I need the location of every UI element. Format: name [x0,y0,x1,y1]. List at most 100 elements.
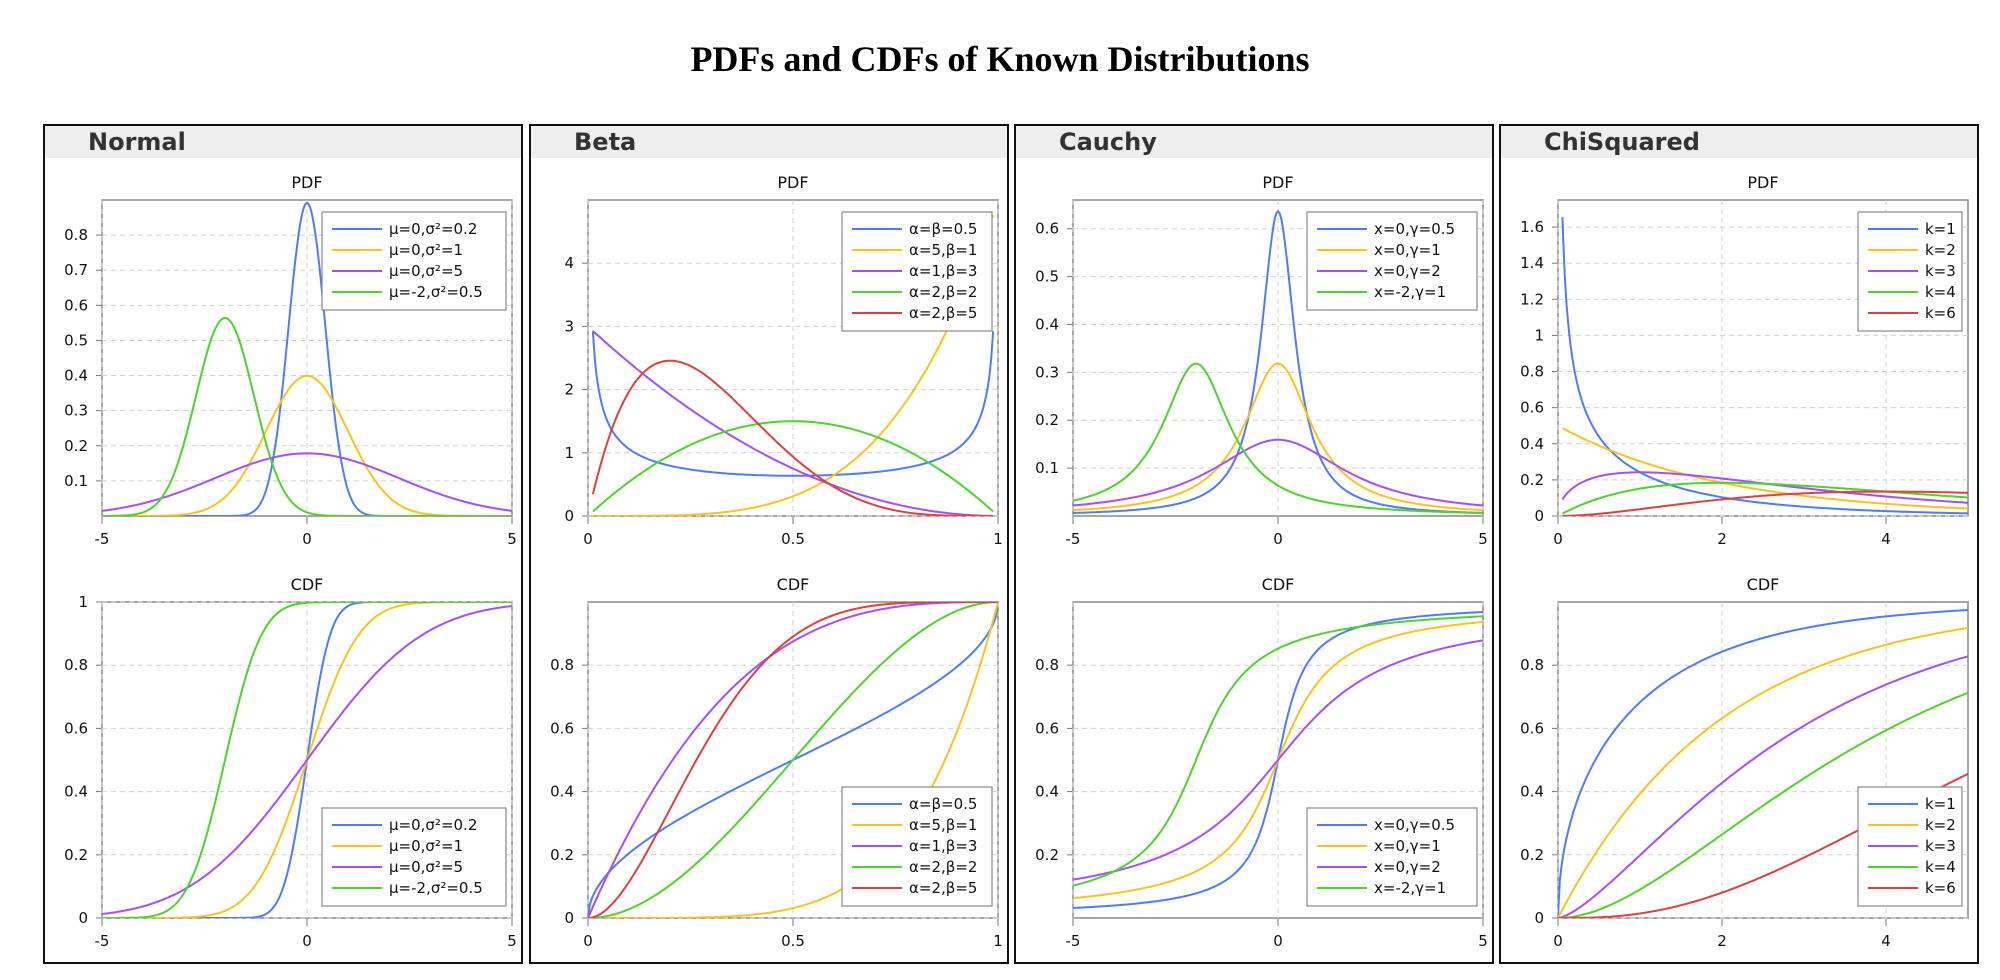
legend-label: x=0,γ=1 [1374,837,1441,855]
y-tick-label: 0.1 [64,472,88,490]
x-tick-label: 0.5 [781,530,805,548]
legend-label: k=1 [1925,220,1956,238]
legend-label: α=1,β=3 [909,837,977,855]
x-tick-label: 0 [1273,530,1283,548]
y-tick-label: 0.6 [64,719,88,737]
legend-label: μ=0,σ²=1 [389,241,463,259]
panel-title: Beta [574,128,636,156]
y-tick-label: 0.4 [1035,783,1059,801]
series-line-2 [1562,427,1968,510]
legend: μ=0,σ²=0.2 μ=0,σ²=1 μ=0,σ²=5 μ=-2,σ²=0.5 [321,211,507,311]
series-line-3 [592,330,994,516]
legend-label: α=1,β=3 [909,262,977,280]
y-tick-label: 0.6 [1520,399,1544,417]
y-tick-label: 0.4 [64,783,88,801]
x-tick-label: 0 [1553,530,1563,548]
x-tick-label: 5 [1478,932,1488,950]
chart-beta-cdf: CDF 0 0.2 0.4 0.6 0.8 0 0.5 1 α=β=0.5 α=5,β=1 α=1,β… [550,575,1003,950]
x-tick-label: -5 [1066,932,1081,950]
y-tick-label: 0.8 [1520,363,1544,381]
y-tick-label: 0.6 [1035,719,1059,737]
y-tick-label: 0.8 [64,226,88,244]
series-line-3 [102,605,512,915]
legend-label: α=β=0.5 [909,795,977,813]
legend: α=β=0.5 α=5,β=1 α=1,β=3 α=2,β=2 α=2,β=5 [841,786,993,907]
y-tick-label: 0.8 [64,656,88,674]
series-line-4 [102,316,512,516]
y-tick-label: 4 [564,254,574,272]
y-tick-label: 0.6 [550,719,574,737]
legend-label: μ=-2,σ²=0.5 [389,879,483,897]
legend-label: x=-2,γ=1 [1374,879,1446,897]
series-line-3 [1073,438,1483,507]
panel-title: ChiSquared [1544,128,1700,156]
y-tick-label: 0.4 [1035,315,1059,333]
y-tick-label: 0.6 [1520,719,1544,737]
legend-label: k=2 [1925,816,1956,834]
x-tick-label: 0 [302,530,312,548]
y-tick-label: 1 [564,444,574,462]
y-tick-label: 0.4 [1520,435,1544,453]
series-line-4 [1562,481,1968,515]
x-tick-label: 5 [507,530,517,548]
legend-label: α=5,β=1 [909,241,977,259]
series-line-4 [1073,615,1483,887]
y-tick-label: 0.2 [1035,846,1059,864]
legend-label: x=0,γ=0.5 [1374,220,1455,238]
series-line-2 [592,214,995,516]
x-tick-label: -5 [95,530,110,548]
series-line-4 [1558,691,1968,918]
y-tick-label: 1 [78,593,88,611]
legend-label: k=4 [1925,283,1956,301]
panel-header [1016,126,1492,158]
series-line-4 [592,420,994,513]
series-line-3 [588,602,998,918]
chart-title: PDF [1747,173,1778,192]
legend-label: α=2,β=5 [909,304,977,322]
legend-label: α=2,β=2 [909,858,977,876]
chart-title: CDF [1747,575,1780,594]
series-line-4 [588,602,998,918]
legend: k=1 k=2 k=3 k=4 k=6 [1857,211,1963,332]
legend-label: x=0,γ=1 [1374,241,1441,259]
y-tick-label: 0.5 [1035,268,1059,286]
x-tick-label: 2 [1717,932,1727,950]
legend-label: α=2,β=5 [909,879,977,897]
legend-label: μ=0,σ²=0.2 [389,220,477,238]
chart-title: PDF [291,173,322,192]
y-tick-label: 0.1 [1035,459,1059,477]
y-tick-label: 0 [1534,909,1544,927]
legend-label: k=2 [1925,241,1956,259]
x-tick-label: 0.5 [781,932,805,950]
y-tick-label: 0.8 [1520,656,1544,674]
y-tick-label: 0.8 [1035,656,1059,674]
x-tick-label: 0 [583,932,593,950]
series-line-1 [102,201,512,516]
y-tick-label: 1.2 [1520,290,1544,308]
panel-header [1501,126,1977,158]
chart-title: CDF [1262,575,1295,594]
legend-label: μ=-2,σ²=0.5 [389,283,483,301]
legend-label: k=4 [1925,858,1956,876]
y-tick-label: 0.6 [1035,220,1059,238]
y-tick-label: 3 [564,317,574,335]
y-tick-label: 1 [1534,326,1544,344]
x-tick-label: 1 [993,530,1003,548]
chart-normal-pdf: PDF 0.1 0.2 0.3 0.4 0.5 0.6 0.7 0.8 -5 0 5 μ=0,σ²=0.… [64,173,517,548]
y-tick-label: 0.8 [550,656,574,674]
y-tick-label: 0.2 [1520,846,1544,864]
y-tick-label: 0.4 [64,367,88,385]
y-tick-label: 1.4 [1520,254,1544,272]
series-line-5 [588,602,998,918]
series-line-4 [102,602,512,918]
chart-title: CDF [777,575,810,594]
panel-title: Normal [88,128,186,156]
page-title: PDFs and CDFs of Known Distributions [690,39,1310,79]
chart-chisquared-cdf: CDF 0 0.2 0.4 0.6 0.8 0 2 4 k=1 k=2 k=3 k=4 k=6 [1520,575,1969,950]
y-tick-label: 0.2 [64,437,88,455]
chart-title: CDF [291,575,324,594]
x-tick-label: 4 [1881,932,1891,950]
